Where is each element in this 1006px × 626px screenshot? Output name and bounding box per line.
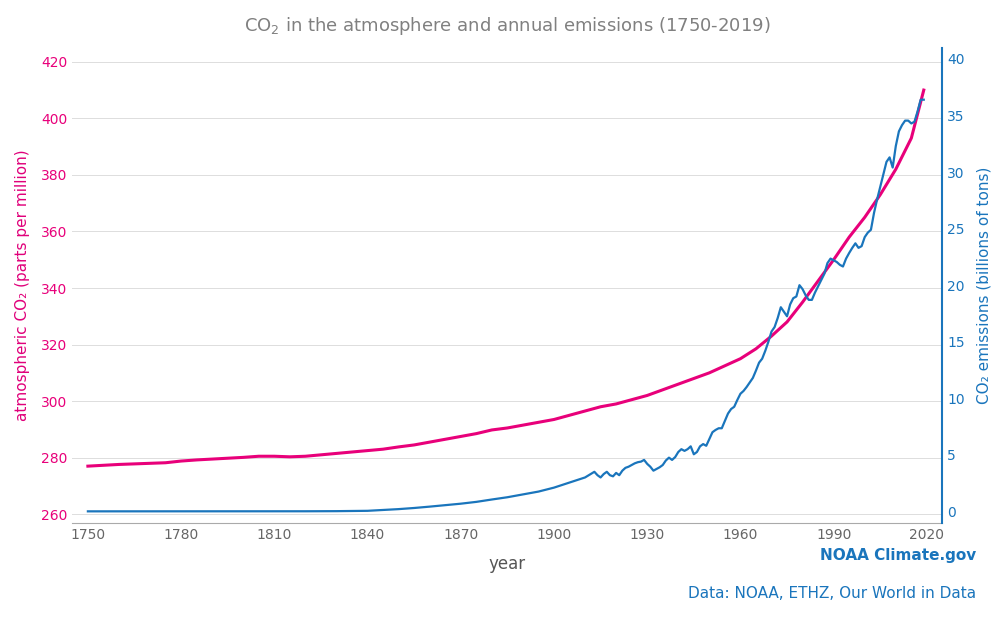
- Text: NOAA Climate.gov: NOAA Climate.gov: [820, 548, 976, 563]
- X-axis label: year: year: [489, 555, 526, 573]
- Title: CO$_2$ in the atmosphere and annual emissions (1750-2019): CO$_2$ in the atmosphere and annual emis…: [244, 15, 771, 37]
- Y-axis label: CO₂ emissions (billions of tons): CO₂ emissions (billions of tons): [976, 167, 991, 404]
- Y-axis label: atmospheric CO₂ (parts per million): atmospheric CO₂ (parts per million): [15, 150, 30, 421]
- Text: Data: NOAA, ETHZ, Our World in Data: Data: NOAA, ETHZ, Our World in Data: [688, 586, 976, 601]
